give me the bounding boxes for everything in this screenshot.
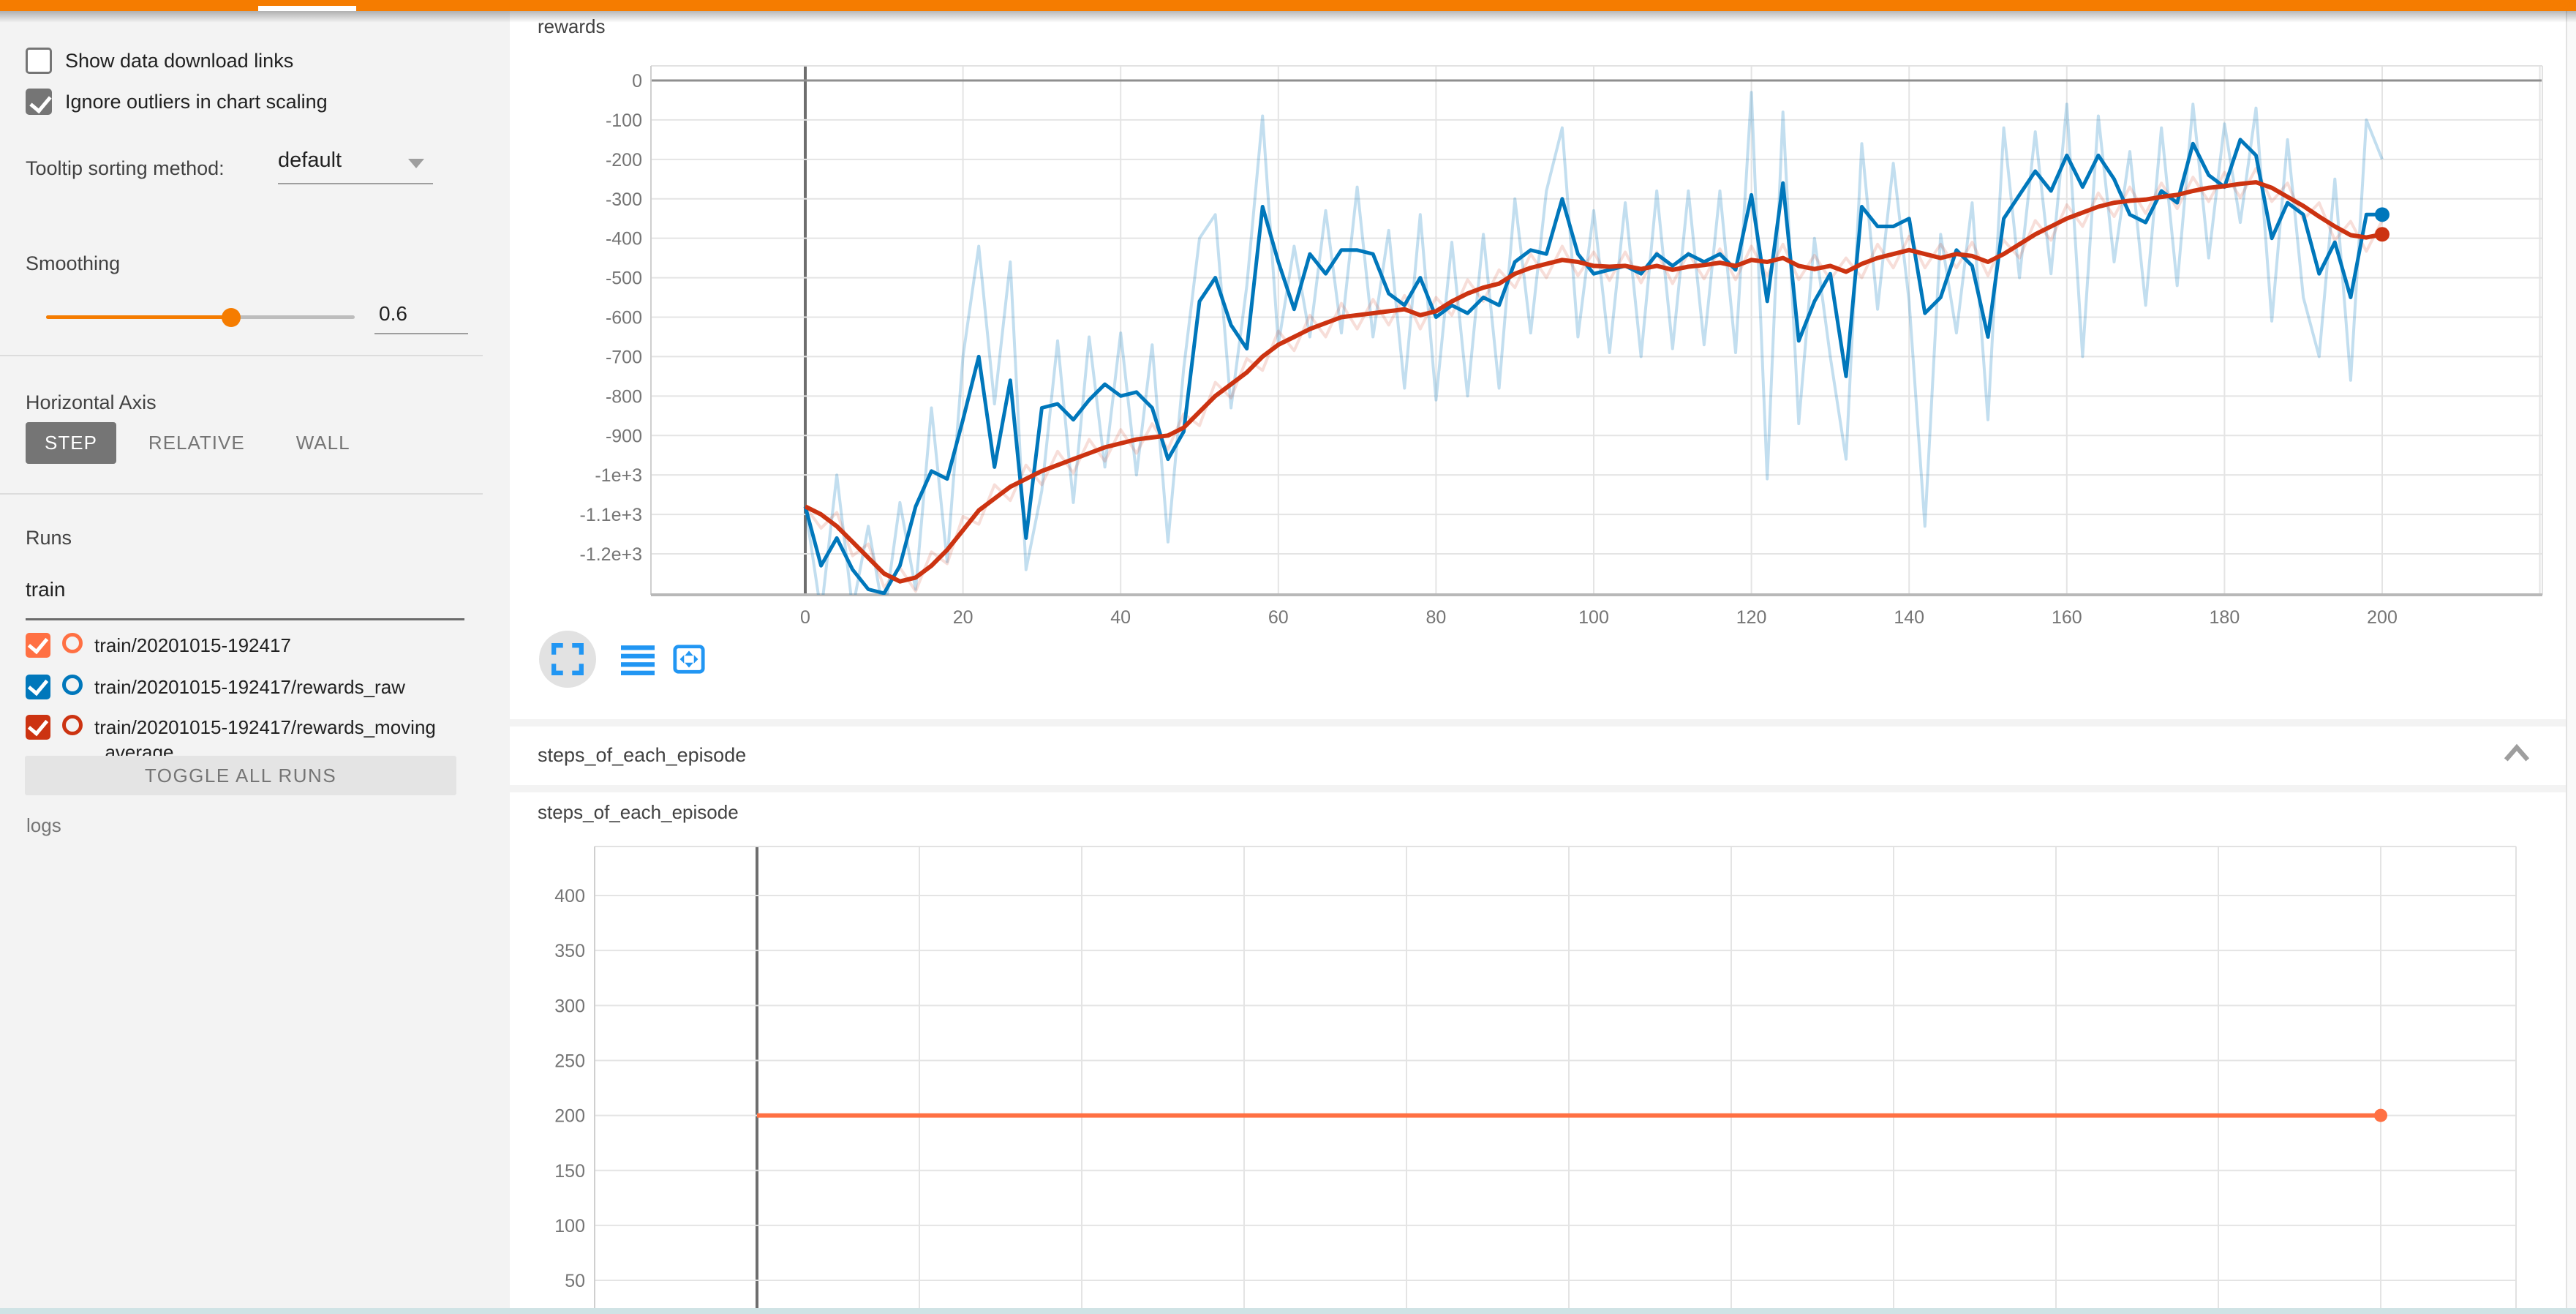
svg-text:-1.2e+3: -1.2e+3 — [580, 544, 643, 565]
dropdown-arrow-icon — [408, 159, 424, 168]
ignore-outliers-row: Ignore outliers in chart scaling — [26, 89, 328, 115]
tooltip-sorting-row: Tooltip sorting method: default — [26, 149, 483, 184]
axis-option-relative[interactable]: RELATIVE — [148, 432, 245, 454]
svg-text:400: 400 — [554, 886, 585, 906]
main-content: rewards 0 -100 -200 -300 -400 -500 -600 -700 -80… — [483, 11, 2576, 1314]
run-row: train/20201015-192417 — [26, 633, 464, 658]
rewards-chart-title: rewards — [538, 15, 606, 37]
runs-filter-underline — [26, 618, 464, 620]
svg-text:200: 200 — [554, 1106, 585, 1127]
svg-text:140: 140 — [1894, 607, 1924, 628]
bottom-edge — [0, 1308, 2576, 1314]
smoothing-slider-thumb[interactable] — [222, 308, 241, 327]
smoothing-value-input[interactable]: 0.6 — [374, 302, 468, 334]
run-checkbox[interactable] — [26, 715, 50, 740]
svg-text:160: 160 — [2052, 607, 2082, 628]
svg-text:0: 0 — [632, 71, 642, 91]
tooltip-sorting-dropdown[interactable]: default — [278, 149, 433, 184]
divider — [0, 355, 483, 356]
smoothing-control: 0.6 — [0, 302, 483, 334]
rewards-card: rewards 0 -100 -200 -300 -400 -500 -600 -700 -80… — [510, 11, 2566, 719]
fit-domain-icon[interactable] — [672, 642, 706, 676]
section-header-steps-of-each-episode[interactable]: steps_of_each_episode — [510, 727, 2566, 785]
logs-label: logs — [26, 814, 61, 836]
section-title: steps_of_each_episode — [538, 744, 747, 766]
svg-text:150: 150 — [554, 1161, 585, 1182]
expand-button[interactable] — [539, 631, 596, 688]
svg-text:-1e+3: -1e+3 — [595, 465, 642, 486]
svg-text:-600: -600 — [606, 308, 642, 328]
horizontal-axis-heading: Horizontal Axis — [26, 391, 157, 413]
run-label: train/20201015-192417 — [94, 634, 291, 656]
active-tab-indicator — [258, 6, 356, 11]
svg-text:-1.1e+3: -1.1e+3 — [580, 505, 643, 525]
run-color-indicator — [62, 675, 83, 695]
run-checkbox[interactable] — [26, 633, 50, 658]
checkbox-label: Ignore outliers in chart scaling — [65, 90, 328, 113]
scrollbar-track[interactable] — [2566, 11, 2576, 1314]
checkbox-label: Show data download links — [65, 49, 294, 72]
run-label: train/20201015-192417/rewards_raw — [94, 676, 405, 698]
runs-filter-input[interactable]: train — [26, 578, 66, 601]
steps-chart-title: steps_of_each_episode — [538, 801, 739, 823]
tooltip-sorting-value: default — [278, 149, 342, 172]
svg-text:350: 350 — [554, 941, 585, 961]
svg-text:-200: -200 — [606, 150, 642, 170]
toggle-all-runs-button[interactable]: TOGGLE ALL RUNS — [25, 756, 456, 795]
svg-text:40: 40 — [1110, 607, 1131, 628]
svg-text:300: 300 — [554, 996, 585, 1016]
steps-of-each-episode-card: steps_of_each_episode 400 350 300 250 200 150… — [510, 792, 2566, 1314]
chart-toolbar — [539, 629, 706, 689]
svg-text:0: 0 — [800, 607, 810, 628]
svg-text:120: 120 — [1736, 607, 1767, 628]
app-header — [0, 0, 2576, 11]
divider — [0, 493, 483, 495]
data-table-icon[interactable] — [621, 642, 655, 676]
svg-text:-500: -500 — [606, 269, 642, 289]
axis-option-wall[interactable]: WALL — [295, 432, 350, 454]
show-data-download-links-checkbox[interactable] — [26, 48, 52, 74]
svg-text:20: 20 — [953, 607, 973, 628]
tooltip-sorting-label: Tooltip sorting method: — [26, 157, 225, 179]
settings-sidebar: Show data download links Ignore outliers… — [0, 11, 483, 1314]
smoothing-heading: Smoothing — [26, 252, 121, 274]
svg-text:-700: -700 — [606, 347, 642, 367]
svg-text:200: 200 — [2367, 607, 2398, 628]
run-color-indicator — [62, 715, 83, 735]
svg-text:60: 60 — [1268, 607, 1289, 628]
smoothing-slider-fill — [46, 315, 232, 319]
axis-option-step[interactable]: STEP — [26, 422, 116, 464]
horizontal-axis-options: STEP RELATIVE WALL — [26, 422, 369, 464]
show-data-download-links-row: Show data download links — [26, 48, 293, 74]
run-row: train/20201015-192417/rewards_raw — [26, 675, 464, 699]
steps-of-each-episode-chart[interactable]: 400 350 300 250 200 150 100 50 — [512, 827, 2531, 1314]
svg-text:50: 50 — [565, 1271, 585, 1291]
smoothing-slider[interactable] — [46, 308, 355, 327]
svg-text:-400: -400 — [606, 229, 642, 249]
svg-text:-300: -300 — [606, 189, 642, 210]
chevron-up-icon[interactable] — [2503, 743, 2531, 765]
expand-icon — [551, 643, 584, 675]
svg-text:180: 180 — [2210, 607, 2240, 628]
runs-heading: Runs — [26, 527, 72, 549]
svg-text:-100: -100 — [606, 110, 642, 131]
svg-text:-800: -800 — [606, 386, 642, 407]
run-color-indicator — [62, 633, 83, 653]
svg-text:80: 80 — [1426, 607, 1446, 628]
svg-text:-900: -900 — [606, 426, 642, 446]
svg-text:100: 100 — [1578, 607, 1609, 628]
ignore-outliers-checkbox[interactable] — [26, 89, 52, 115]
svg-text:100: 100 — [554, 1216, 585, 1236]
svg-text:250: 250 — [554, 1051, 585, 1071]
run-checkbox[interactable] — [26, 675, 50, 699]
rewards-chart[interactable]: 0 -100 -200 -300 -400 -500 -600 -700 -800 -900 -1e… — [512, 51, 2560, 637]
